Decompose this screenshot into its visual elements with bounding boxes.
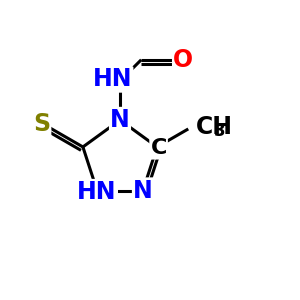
Text: N: N	[133, 178, 153, 203]
Text: 3: 3	[214, 122, 225, 140]
Text: HN: HN	[77, 180, 117, 204]
Text: S: S	[33, 112, 50, 136]
Text: N: N	[110, 108, 130, 132]
Text: CH: CH	[196, 116, 233, 140]
Text: O: O	[173, 48, 193, 72]
Text: HN: HN	[93, 68, 132, 92]
Text: C: C	[150, 138, 167, 158]
